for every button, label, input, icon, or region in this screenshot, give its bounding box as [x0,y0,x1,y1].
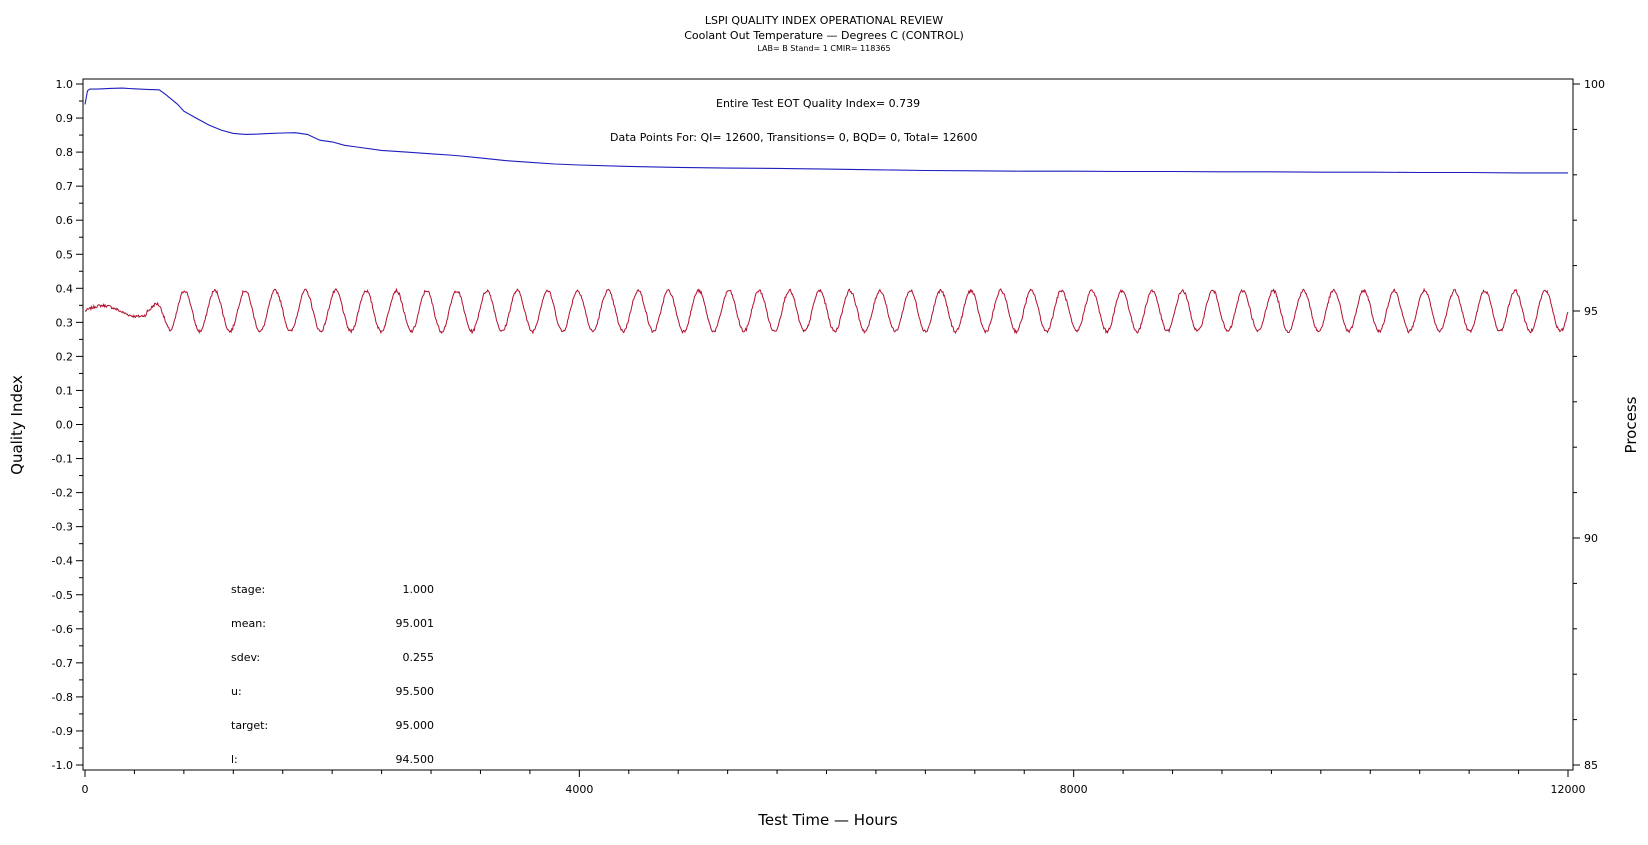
stat-value: 1.000 [370,583,434,596]
chart-title: LSPI QUALITY INDEX OPERATIONAL REVIEW [0,14,1648,27]
chart-info-line: LAB= B Stand= 1 CMIR= 118365 [0,44,1648,53]
y-tick-label: 0.1 [56,384,74,397]
y2-tick-label: 85 [1584,759,1598,772]
x-tick-label: 12000 [1551,783,1586,796]
y-tick-label: 0.9 [56,112,74,125]
stat-value: 0.255 [370,651,434,664]
y-tick-label: -0.6 [52,623,73,636]
y2-tick-label: 100 [1584,78,1605,91]
stat-value: 95.500 [370,685,434,698]
y-tick-label: 0.8 [56,146,74,159]
y-tick-label: -0.1 [52,453,73,466]
y-tick-label: -0.9 [52,725,73,738]
y-tick-label: 1.0 [56,78,74,91]
stat-value: 94.500 [370,753,434,766]
x-tick-label: 8000 [1060,783,1088,796]
x-tick-label: 4000 [565,783,593,796]
y-tick-label: -0.4 [52,555,73,568]
stat-label: mean: [231,617,266,630]
y-tick-label: -0.2 [52,487,73,500]
y-tick-label: -0.3 [52,521,73,534]
y-tick-label: 0.5 [56,248,74,261]
plot-frame [83,79,1573,770]
stat-label: l: [231,753,238,766]
stat-label: u: [231,685,242,698]
stat-label: stage: [231,583,265,596]
chart-subtitle: Coolant Out Temperature — Degrees C (CON… [0,29,1648,42]
quality-index-annotation: Entire Test EOT Quality Index= 0.739 [716,97,920,110]
y-tick-label: 0.0 [56,419,74,432]
y-tick-label: 0.6 [56,214,74,227]
y-tick-label: -0.8 [52,691,73,704]
y-tick-label: -0.7 [52,657,73,670]
right-axis-ticks: 85 90 95 100 [1573,78,1605,772]
stat-label: sdev: [231,651,260,664]
data-points-annotation: Data Points For: QI= 12600, Transitions=… [610,131,978,144]
y-axis-label: Quality Index [8,375,26,475]
y2-tick-label: 95 [1584,305,1598,318]
left-axis-ticks: -1.0 -0.9 -0.8 -0.7 -0.6 -0.5 -0.4 -0.3 -0.2 -0.1… [52,78,83,772]
stat-value: 95.000 [370,719,434,732]
y-tick-label: 0.2 [56,350,74,363]
x-axis-ticks: 0 4000 8000 12000 [82,770,1586,796]
y-tick-label: -1.0 [52,759,73,772]
x-axis-label: Test Time — Hours [757,811,898,829]
y-tick-label: 0.4 [56,282,74,295]
stat-label: target: [231,719,268,732]
y-tick-label: -0.5 [52,589,73,602]
stat-value: 95.001 [370,617,434,630]
process-series-line [85,289,1568,333]
y-tick-label: 0.7 [56,180,74,193]
y2-axis-label: Process [1622,396,1640,453]
x-tick-label: 0 [82,783,89,796]
y-tick-label: 0.3 [56,316,74,329]
y2-tick-label: 90 [1584,532,1598,545]
